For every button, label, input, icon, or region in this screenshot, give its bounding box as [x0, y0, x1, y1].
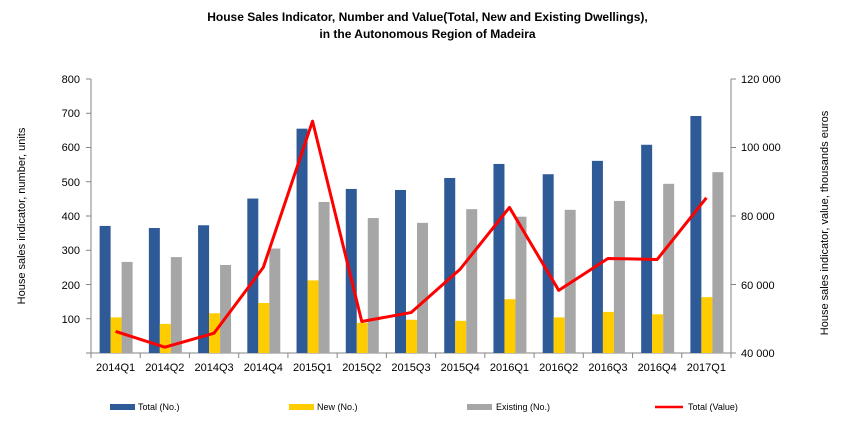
bar-existing-no-2015Q3: [417, 222, 428, 353]
bar-total-no-2015Q2: [345, 188, 357, 353]
legend-swatch-total-no: [110, 404, 135, 410]
legend-label-total-no: Total (No.): [138, 402, 180, 412]
y2-tick-label: 120 000: [741, 74, 781, 86]
bar-new-no-2016Q1: [504, 299, 516, 353]
bar-total-no-2016Q3: [591, 160, 603, 353]
bar-total-no-2014Q4: [247, 198, 259, 353]
bar-existing-no-2014Q2: [170, 257, 182, 353]
bar-existing-no-2014Q4: [269, 248, 281, 353]
legend: Total (No.) New (No.) Existing (No.) Tot…: [110, 402, 738, 412]
legend-label-new-no: New (No.): [317, 402, 358, 412]
bar-new-no-2014Q4: [258, 302, 270, 353]
bar-existing-no-2016Q3: [613, 200, 625, 353]
x-tick-label: 2016Q4: [638, 362, 677, 374]
y2-tick-label: 100 000: [741, 142, 781, 154]
y-tick-label: 300: [62, 245, 80, 257]
y2-tick-label: 60 000: [741, 280, 775, 292]
bar-total-no-2015Q1: [296, 128, 308, 353]
x-tick-label: 2015Q4: [441, 362, 480, 374]
bar-new-no-2015Q1: [307, 280, 319, 353]
y2-axis-title: House sales indicator, value, thousands …: [819, 110, 831, 335]
bar-existing-no-2016Q4: [663, 183, 675, 353]
bar-new-no-2016Q4: [652, 314, 664, 353]
y-tick-label: 200: [62, 280, 80, 292]
x-tick-label: 2017Q1: [687, 362, 726, 374]
bar-existing-no-2014Q1: [121, 261, 133, 353]
bar-new-no-2015Q3: [406, 319, 417, 353]
y-tick-label: 800: [62, 74, 80, 86]
bar-total-no-2016Q4: [641, 144, 653, 353]
chart-title: House Sales Indicator, Number and Value(…: [207, 10, 648, 24]
bar-new-no-2016Q3: [602, 311, 614, 353]
y-tick-label: 100: [62, 314, 80, 326]
bar-existing-no-2015Q2: [367, 218, 379, 353]
bar-total-no-2014Q3: [198, 225, 210, 353]
legend-swatch-new-no: [289, 404, 314, 410]
bar-total-no-2015Q4: [444, 177, 456, 353]
bar-new-no-2014Q2: [159, 323, 171, 353]
bar-existing-no-2015Q4: [466, 209, 478, 353]
legend-label-total-value: Total (Value): [688, 402, 738, 412]
bar-new-no-2015Q4: [455, 320, 467, 353]
bar-total-no-2017Q1: [690, 115, 702, 354]
y-tick-label: 600: [62, 142, 80, 154]
y2-tick-label: 40 000: [741, 348, 775, 360]
bar-new-no-2014Q1: [110, 317, 122, 353]
x-tick-label: 2015Q2: [342, 362, 381, 374]
chart-subtitle: in the Autonomous Region of Madeira: [319, 27, 536, 41]
x-tick-label: 2015Q3: [391, 362, 430, 374]
y-tick-label: 500: [62, 177, 80, 189]
y-tick-label: 400: [62, 211, 80, 223]
bar-total-no-2014Q2: [148, 227, 160, 353]
legend-label-existing-no: Existing (No.): [496, 402, 550, 412]
x-tick-label: 2015Q1: [293, 362, 332, 374]
y-axis-title: House sales indicator, number, units: [16, 127, 28, 304]
x-tick-label: 2016Q2: [539, 362, 578, 374]
bar-existing-no-2017Q1: [712, 172, 724, 353]
y2-tick-label: 80 000: [741, 211, 775, 223]
bar-new-no-2017Q1: [701, 297, 713, 353]
bar-total-no-2015Q3: [395, 189, 406, 353]
bar-total-no-2014Q1: [99, 225, 111, 353]
bar-existing-no-2014Q3: [220, 264, 232, 353]
x-tick-label: 2014Q3: [194, 362, 233, 374]
legend-swatch-existing-no: [467, 404, 492, 410]
y-tick-label: 700: [62, 108, 80, 120]
x-tick-label: 2014Q2: [145, 362, 184, 374]
bar-new-no-2015Q2: [356, 322, 368, 353]
bar-existing-no-2015Q1: [318, 201, 330, 353]
x-tick-label: 2014Q1: [96, 362, 135, 374]
bar-total-no-2016Q2: [542, 174, 554, 353]
x-tick-label: 2016Q1: [490, 362, 529, 374]
x-tick-label: 2016Q3: [588, 362, 627, 374]
bar-new-no-2016Q2: [553, 317, 565, 353]
bar-total-no-2016Q1: [493, 163, 505, 353]
bar-existing-no-2016Q1: [515, 216, 527, 353]
x-tick-label: 2014Q4: [244, 362, 283, 374]
